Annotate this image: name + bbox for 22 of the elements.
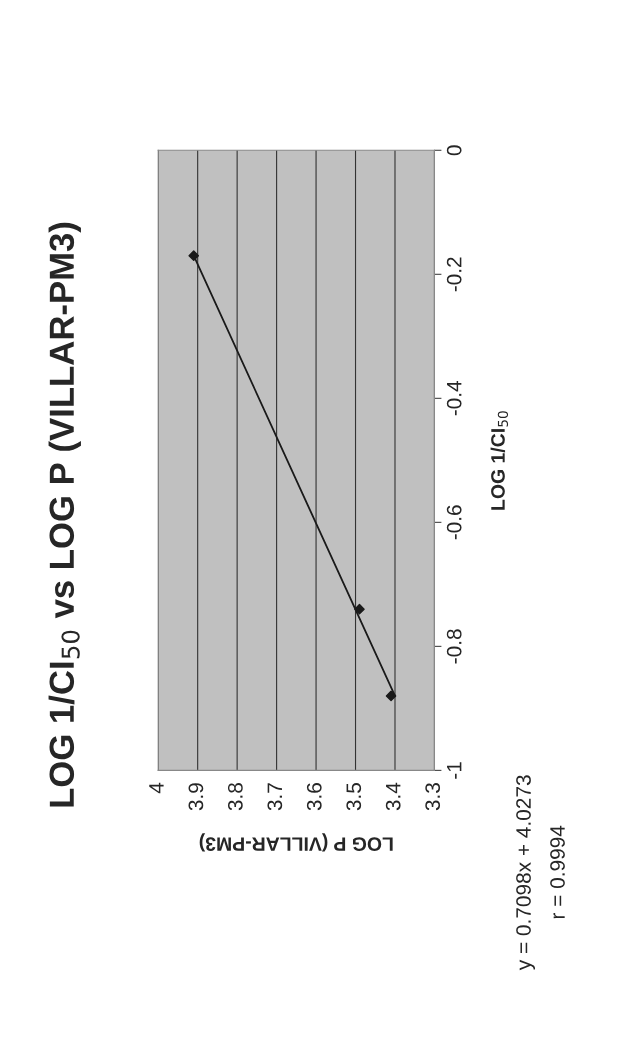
point xyxy=(385,690,397,702)
y-tick-label: 0 xyxy=(446,145,462,156)
text: r = 0.9994 xyxy=(550,825,565,919)
x-axis-title: LOG P (VILLAR-PM3) xyxy=(199,833,393,852)
y-tick-label: -1 xyxy=(447,762,462,779)
x-tick-label: 3.7 xyxy=(267,783,283,811)
x-tick-label: 3.4 xyxy=(385,782,401,811)
text: LOG 1/CI$_{50}$ vs LOG P (VILLAR-PM3) xyxy=(48,222,81,807)
y-tick-label: -0.2 xyxy=(446,257,462,292)
x-tick-label: 3.8 xyxy=(227,783,243,811)
y-axis-title: LOG 1/CI$_{50}$ xyxy=(490,411,509,510)
y-tick-label: -0.6 xyxy=(446,505,462,540)
y-tick-label: -0.8 xyxy=(446,629,462,664)
point xyxy=(354,603,365,615)
point xyxy=(188,250,200,262)
x-tick-label: 3.5 xyxy=(346,783,362,811)
text: y = 0.7098x + 4.0273 xyxy=(516,775,536,971)
x-tick-label: 3.9 xyxy=(188,783,204,811)
y-tick-label: -0.4 xyxy=(446,380,462,416)
x-tick-label: 3.6 xyxy=(306,783,322,811)
x-tick-label: 4 xyxy=(149,782,164,794)
x-tick-label: 3.3 xyxy=(425,783,441,811)
